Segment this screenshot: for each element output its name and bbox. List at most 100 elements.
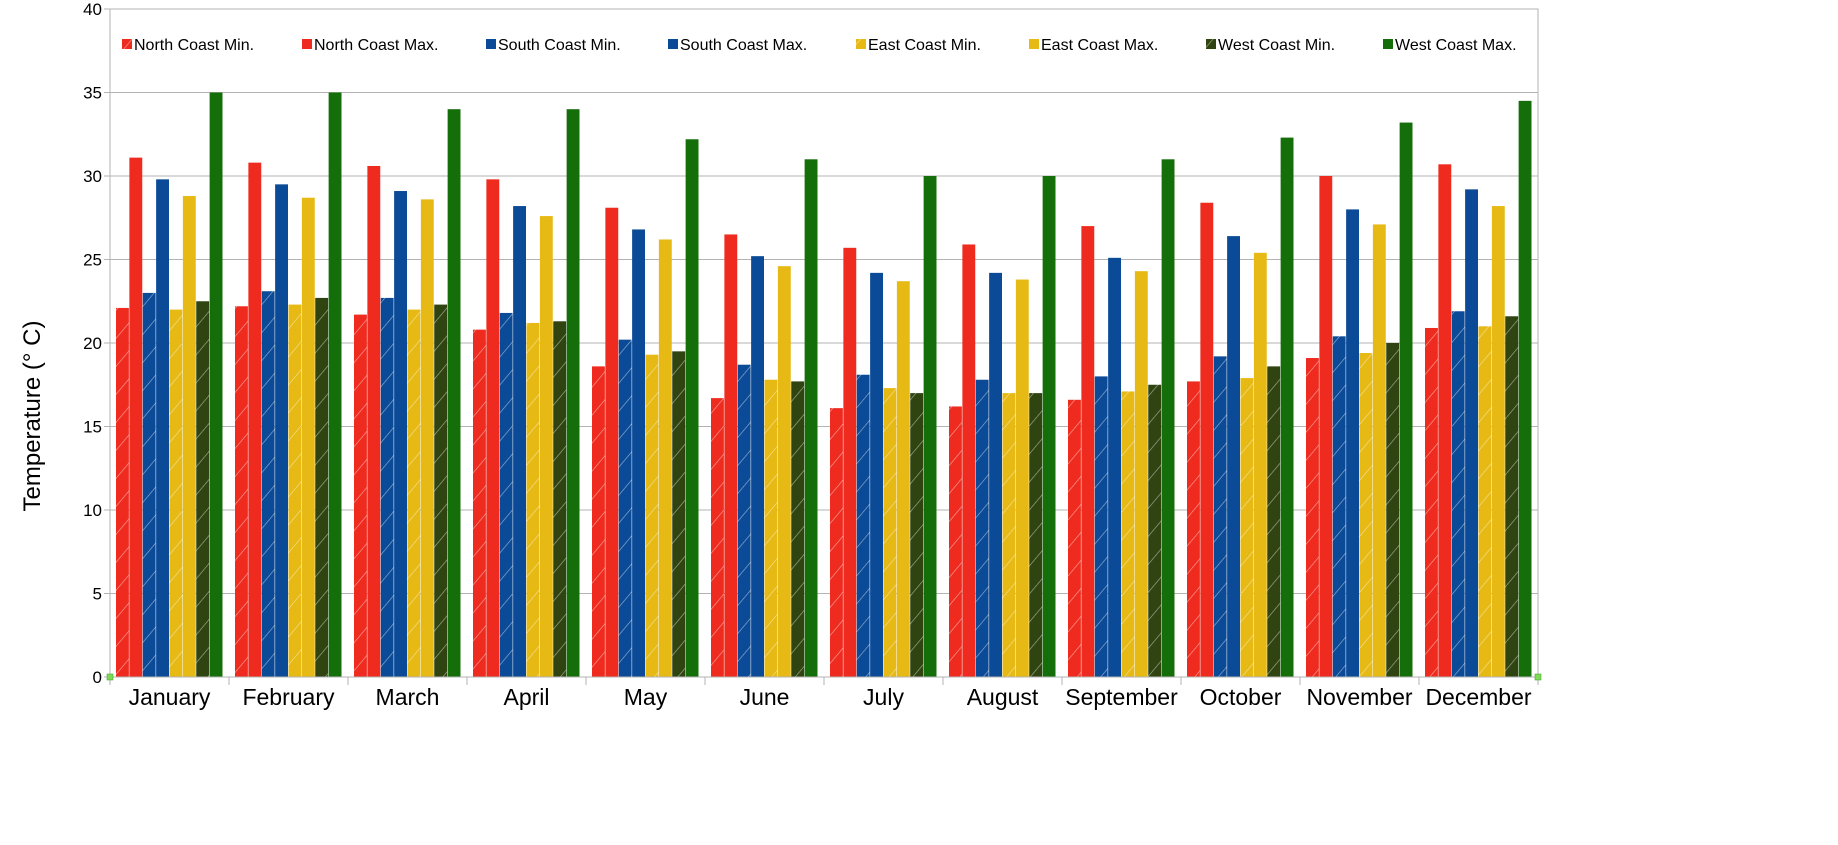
bar: West Coast Max. – December: 34.5	[1518, 100, 1532, 678]
x-tick-label: December	[1425, 684, 1531, 710]
selection-handle	[1534, 673, 1542, 681]
bar: South Coast Max. – May: 26.8	[632, 229, 645, 677]
legend-swatch	[1029, 39, 1039, 49]
bar: South Coast Max. – October: 26.4	[1227, 236, 1240, 677]
bar: East Coast Max. – June: 24.6	[777, 266, 791, 677]
bar: South Coast Min. – March: 22.7	[380, 297, 394, 677]
bar: East Coast Max. – February: 28.7	[301, 197, 315, 677]
bar: West Coast Max. – August: 30	[1042, 176, 1056, 677]
bar: North Coast Max. – May: 28.1	[605, 207, 619, 678]
bar: East Coast Min. – November: 19.4	[1359, 353, 1373, 677]
bar: South Coast Max. – February: 29.5	[275, 184, 288, 677]
bar: West Coast Min. – January: 22.5	[196, 301, 210, 677]
bar: North Coast Max. – June: 26.5	[724, 234, 738, 677]
bar: East Coast Max. – October: 25.4	[1253, 252, 1267, 677]
bar: North Coast Max. – January: 31.1	[129, 157, 143, 677]
bar: West Coast Max. – October: 32.3	[1280, 137, 1294, 678]
bar: North Coast Max. – September: 27	[1081, 226, 1095, 677]
bar: South Coast Min. – June: 18.7	[737, 364, 751, 677]
y-tick-label: 30	[83, 167, 102, 186]
x-tick-label: June	[740, 684, 790, 710]
bar: West Coast Max. – January: 35	[209, 92, 223, 677]
x-tick-label: August	[967, 684, 1039, 710]
y-axis-title: Temperature (° C)	[19, 321, 46, 512]
bar: West Coast Min. – December: 21.6	[1505, 316, 1519, 677]
bar: East Coast Min. – January: 22	[169, 309, 183, 677]
x-tick-label: May	[624, 684, 668, 710]
bar: West Coast Min. – September: 17.5	[1148, 384, 1162, 677]
selection-handle	[106, 673, 114, 681]
legend-label: North Coast Max.	[314, 37, 438, 54]
bar: North Coast Min. – April: 20.8	[473, 329, 486, 677]
bar: East Coast Min. – March: 22	[407, 309, 421, 677]
bar: West Coast Max. – June: 31	[804, 159, 818, 678]
bar: South Coast Max. – November: 28	[1346, 209, 1359, 677]
x-tick-label: February	[242, 684, 335, 710]
legend-swatch	[122, 39, 132, 49]
bar: East Coast Max. – July: 23.7	[896, 281, 910, 677]
legend-label: South Coast Max.	[680, 37, 807, 54]
bar: South Coast Max. – September: 25.1	[1108, 257, 1121, 677]
bar: East Coast Max. – September: 24.3	[1134, 271, 1148, 677]
bar: South Coast Max. – December: 29.2	[1465, 189, 1478, 678]
legend-label: East Coast Min.	[868, 37, 981, 54]
bar: North Coast Min. – June: 16.7	[711, 398, 724, 677]
bar: East Coast Max. – April: 27.6	[539, 216, 553, 677]
bar: West Coast Max. – April: 34	[566, 109, 580, 677]
legend-swatch	[1206, 39, 1216, 49]
bar: South Coast Min. – April: 21.8	[499, 312, 513, 677]
legend-label: West Coast Min.	[1218, 37, 1335, 54]
bar: South Coast Min. – February: 23.1	[261, 291, 275, 677]
bar: North Coast Min. – July: 16.1	[830, 408, 843, 677]
bar: South Coast Max. – March: 29.1	[394, 191, 407, 677]
x-tick-label: September	[1065, 684, 1178, 710]
bar: South Coast Min. – November: 20.4	[1332, 336, 1346, 677]
bar: North Coast Max. – August: 25.9	[962, 244, 976, 677]
bar: East Coast Max. – March: 28.6	[420, 199, 434, 677]
x-tick-label: November	[1306, 684, 1412, 710]
legend-label: West Coast Max.	[1395, 37, 1517, 54]
bar: East Coast Min. – April: 21.2	[526, 322, 540, 677]
legend-label: South Coast Min.	[498, 37, 621, 54]
bar: North Coast Min. – February: 22.2	[235, 306, 248, 677]
bar: East Coast Min. – May: 19.3	[645, 354, 659, 677]
bars: North Coast Min. – January: 22.1North Co…	[116, 92, 1532, 678]
bar: West Coast Min. – June: 17.7	[791, 381, 805, 677]
bar: East Coast Max. – November: 27.1	[1372, 224, 1386, 677]
bar: East Coast Max. – January: 28.8	[182, 196, 196, 678]
bar: West Coast Min. – November: 20	[1386, 343, 1400, 677]
legend-swatch	[668, 39, 678, 49]
bar: North Coast Max. – February: 30.8	[248, 162, 262, 677]
bar: North Coast Min. – August: 16.2	[949, 406, 962, 677]
bar: East Coast Min. – February: 22.3	[288, 304, 302, 677]
bar: East Coast Min. – September: 17.1	[1121, 391, 1135, 677]
bar: West Coast Min. – March: 22.3	[434, 304, 448, 677]
bar: West Coast Max. – February: 35	[328, 92, 342, 677]
bar: East Coast Min. – December: 21	[1478, 326, 1492, 677]
bar: North Coast Min. – May: 18.6	[592, 366, 605, 677]
bar: West Coast Min. – May: 19.5	[672, 351, 686, 677]
bar: North Coast Max. – July: 25.7	[843, 247, 857, 677]
bar: North Coast Max. – December: 30.7	[1438, 164, 1452, 677]
bar: North Coast Min. – November: 19.1	[1306, 358, 1319, 677]
bar: South Coast Min. – January: 23	[142, 292, 156, 677]
bar: East Coast Max. – December: 28.2	[1491, 206, 1505, 677]
legend-label: East Coast Max.	[1041, 37, 1158, 54]
bar: South Coast Max. – August: 24.2	[989, 272, 1002, 677]
bar: North Coast Max. – March: 30.6	[367, 165, 381, 678]
x-tick-label: January	[129, 684, 211, 710]
legend: North Coast Min. North Coast Max. South Co…	[122, 37, 1517, 54]
bar: West Coast Max. – May: 32.2	[685, 139, 699, 677]
bar: South Coast Min. – October: 19.2	[1213, 356, 1227, 677]
axes: 0 5 10 15 20 25 30 35 40 January February March Apri…	[83, 0, 1542, 710]
legend-swatch	[1383, 39, 1393, 49]
x-tick-label: April	[503, 684, 549, 710]
bar: West Coast Min. – August: 17	[1029, 393, 1043, 677]
y-tick-label: 20	[83, 334, 102, 353]
y-tick-label: 40	[83, 0, 102, 19]
bar: West Coast Min. – October: 18.6	[1267, 366, 1281, 677]
bar: South Coast Min. – July: 18.1	[856, 374, 870, 677]
legend-swatch	[856, 39, 866, 49]
x-tick-label: October	[1200, 684, 1282, 710]
